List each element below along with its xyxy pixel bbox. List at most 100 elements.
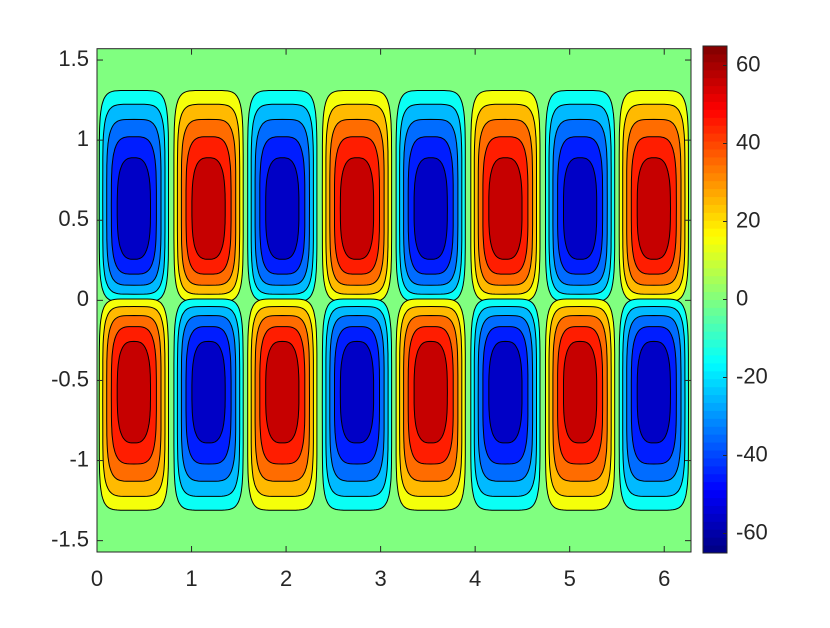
- x-tick-label: 0: [91, 566, 103, 591]
- colorbar-swatch: [703, 117, 727, 126]
- colorbar-swatch: [703, 513, 727, 522]
- colorbar-swatch: [703, 85, 727, 95]
- colorbar-swatch: [703, 156, 727, 166]
- colorbar-swatch: [703, 53, 727, 63]
- colorbar-swatch: [703, 505, 727, 514]
- colorbar-swatch: [703, 109, 727, 118]
- contour-band: [563, 340, 598, 444]
- x-tick-label: 2: [280, 566, 292, 591]
- contour-band: [488, 340, 523, 444]
- colorbar-swatch: [703, 299, 727, 308]
- colorbar-swatch: [703, 362, 727, 372]
- colorbar-swatch: [703, 204, 727, 213]
- colorbar-swatch: [703, 196, 727, 205]
- colorbar-tick-label: -20: [736, 363, 768, 388]
- colorbar-swatch: [703, 220, 727, 229]
- colorbar-swatch: [703, 236, 727, 245]
- contour-band: [116, 340, 151, 444]
- colorbar-swatch: [703, 61, 727, 71]
- colorbar-swatch: [703, 291, 727, 300]
- colorbar-swatch: [703, 133, 727, 142]
- colorbar-swatch: [703, 378, 727, 388]
- colorbar-swatch: [703, 489, 727, 499]
- colorbar-swatch: [703, 450, 727, 459]
- colorbar-swatch: [703, 394, 727, 403]
- colorbar-swatch: [703, 125, 727, 134]
- colorbar-swatch: [703, 442, 727, 451]
- x-tick-label: 5: [564, 566, 576, 591]
- colorbar-swatch: [703, 180, 727, 190]
- colorbar-swatch: [703, 339, 727, 348]
- colorbar-swatch: [703, 172, 727, 182]
- colorbar-tick-label: -60: [736, 519, 768, 544]
- colorbar-tick-label: 0: [736, 285, 748, 310]
- x-tick-label: 6: [658, 566, 670, 591]
- colorbar-swatch: [703, 457, 727, 467]
- colorbar-swatch: [703, 148, 727, 158]
- colorbar-swatch: [703, 251, 727, 261]
- colorbar-tick-label: 20: [736, 207, 760, 232]
- colorbar-swatch: [703, 283, 727, 293]
- colorbar-swatch: [703, 212, 727, 221]
- colorbar-swatch: [703, 275, 727, 285]
- colorbar-swatch: [703, 259, 727, 269]
- colorbar-swatch: [703, 188, 727, 198]
- x-tick-label: 3: [374, 566, 386, 591]
- y-tick-label: -1: [69, 446, 89, 471]
- y-tick-label: 1: [77, 126, 89, 151]
- x-tick-label: 1: [185, 566, 197, 591]
- colorbar-swatch: [703, 244, 727, 253]
- colorbar-swatch: [703, 331, 727, 340]
- colorbar-swatch: [703, 434, 727, 443]
- colorbar-swatch: [703, 323, 727, 332]
- contour-band: [636, 157, 672, 260]
- plot-area: [97, 48, 691, 552]
- contour-band: [413, 340, 448, 444]
- contour-band: [265, 157, 300, 260]
- x-tick-label: 4: [469, 566, 481, 591]
- colorbar-swatch: [703, 77, 727, 87]
- contour-band: [116, 157, 151, 260]
- colorbar-swatch: [703, 347, 727, 356]
- contour-band: [413, 157, 448, 260]
- y-tick-label: 1.5: [58, 46, 89, 71]
- contour-band: [339, 157, 375, 260]
- contour-band: [191, 157, 226, 260]
- colorbar-swatch: [703, 141, 727, 150]
- colorbar-swatch: [703, 497, 727, 506]
- y-tick-label: -0.5: [51, 366, 89, 391]
- colorbar-swatch: [703, 267, 727, 277]
- colorbar-swatch: [703, 101, 727, 110]
- colorbar-swatch: [703, 537, 727, 546]
- colorbar-swatch: [703, 481, 727, 491]
- contour-band: [636, 340, 672, 444]
- contour-band: [563, 157, 598, 260]
- y-tick-label: 0.5: [58, 206, 89, 231]
- colorbar-swatch: [703, 315, 727, 324]
- contour-band: [339, 340, 375, 444]
- colorbar-swatch: [703, 46, 727, 55]
- y-tick-label: -1.5: [51, 526, 89, 551]
- colorbar-swatch: [703, 307, 727, 316]
- colorbar-swatch: [703, 529, 727, 538]
- colorbar-swatch: [703, 410, 727, 419]
- colorbar-tick-label: 40: [736, 129, 760, 154]
- colorbar-swatch: [703, 228, 727, 237]
- colorbar-swatch: [703, 402, 727, 411]
- colorbar-swatch: [703, 93, 727, 102]
- colorbar-swatch: [703, 521, 727, 530]
- colorbar-swatch: [703, 545, 727, 554]
- contour-band: [265, 340, 300, 444]
- colorbar-swatch: [703, 164, 727, 174]
- colorbar-swatch: [703, 370, 727, 380]
- colorbar-tick-label: -40: [736, 441, 768, 466]
- contour-band: [488, 157, 523, 260]
- colorbar-swatch: [703, 418, 727, 427]
- colorbar-swatch: [703, 354, 727, 364]
- colorbar-swatch: [703, 386, 727, 396]
- contour-band: [191, 340, 226, 444]
- y-tick-label: 0: [77, 286, 89, 311]
- colorbar-tick-label: 60: [736, 51, 760, 76]
- colorbar-swatch: [703, 69, 727, 79]
